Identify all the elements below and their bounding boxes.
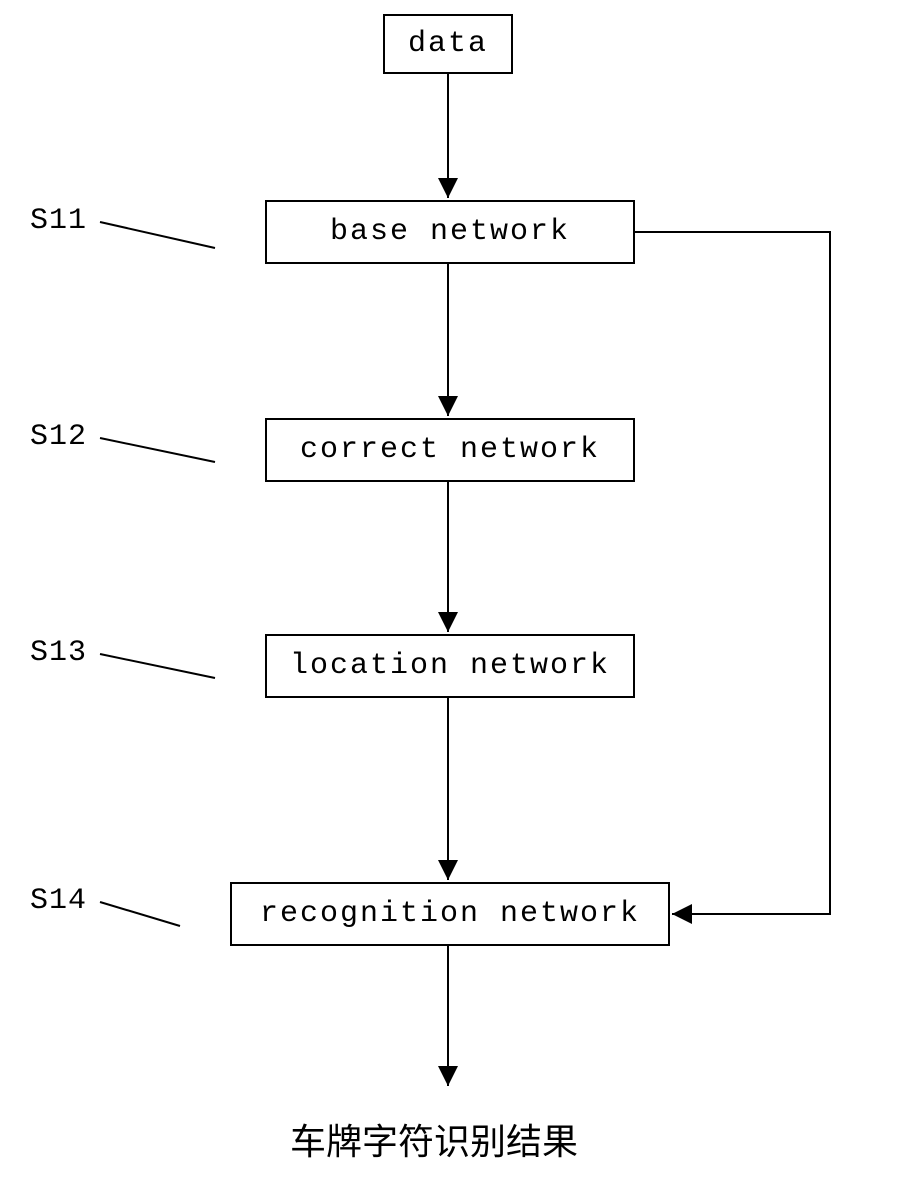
step-line-s14 — [100, 902, 180, 926]
edge-bypass-base-recognition — [635, 232, 830, 914]
step-line-s13 — [100, 654, 215, 678]
step-line-s12 — [100, 438, 215, 462]
step-line-s11 — [100, 222, 215, 248]
flow-arrows — [0, 0, 905, 1199]
